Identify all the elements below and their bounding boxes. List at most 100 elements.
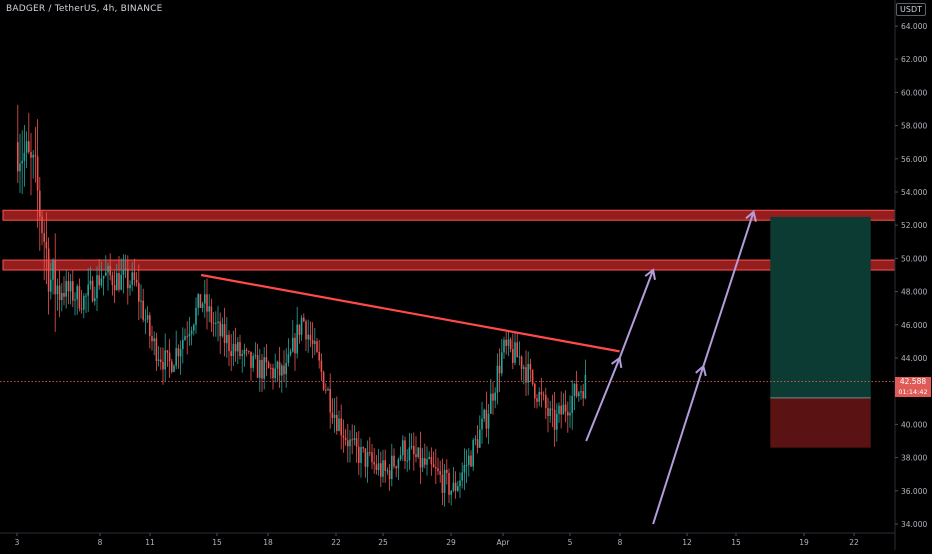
- candle-body: [373, 462, 375, 465]
- candle-body: [468, 455, 470, 465]
- candle-body: [162, 361, 164, 370]
- candle-body: [155, 338, 158, 361]
- time-tick-label: 5: [568, 538, 573, 547]
- candle-body: [556, 413, 558, 430]
- candle-body: [386, 470, 389, 472]
- candle-body: [448, 472, 450, 495]
- candle-body: [300, 317, 303, 335]
- candle-body: [523, 367, 525, 369]
- candle-body: [267, 362, 270, 368]
- candle-body: [102, 275, 105, 279]
- candle-body: [50, 279, 52, 292]
- time-tick-label: 8: [618, 538, 623, 547]
- candle-body: [116, 273, 118, 291]
- candle-body: [78, 286, 81, 309]
- candle-body: [245, 350, 248, 352]
- candle-body: [294, 337, 296, 354]
- candle-body: [34, 154, 37, 157]
- candle-body: [443, 469, 446, 493]
- candle-body: [305, 321, 307, 340]
- projection-arrow-shaft: [652, 365, 705, 525]
- candle-body: [336, 414, 338, 431]
- price-tick-label: 44.000: [901, 354, 927, 363]
- candle-body: [215, 323, 217, 325]
- candle-body: [311, 340, 314, 344]
- candle-body: [459, 480, 461, 487]
- candle-body: [204, 294, 206, 304]
- time-tick-label: 8: [98, 538, 103, 547]
- candle-body: [111, 275, 114, 286]
- price-tick-label: 64.000: [901, 22, 927, 31]
- candle-body: [382, 460, 384, 477]
- candle-body: [487, 413, 490, 429]
- candle-body: [309, 334, 312, 341]
- candle-body: [483, 409, 485, 419]
- price-tick-label: 38.000: [901, 454, 927, 463]
- candle-body: [131, 272, 133, 285]
- candle-body: [153, 338, 155, 342]
- candle-body: [65, 281, 67, 297]
- candle-body: [281, 365, 283, 376]
- candle-body: [83, 295, 85, 310]
- price-tick-label: 36.000: [901, 487, 927, 496]
- candle-body: [173, 365, 175, 372]
- candle-body: [380, 463, 382, 477]
- candle-body: [43, 233, 45, 242]
- candle-body: [410, 446, 413, 448]
- candle-body: [182, 339, 184, 350]
- candle-body: [171, 361, 173, 372]
- candle-body: [133, 272, 136, 280]
- candle-body: [265, 357, 268, 363]
- candle-body: [428, 456, 430, 460]
- candle-body: [179, 349, 182, 357]
- candle-body: [30, 151, 32, 158]
- candle-body: [358, 446, 360, 463]
- candle-body: [149, 315, 151, 337]
- candle-body: [571, 396, 573, 413]
- candle-body: [498, 365, 501, 374]
- candle-body: [426, 459, 428, 465]
- candle-body: [74, 299, 76, 301]
- candle-body: [560, 405, 562, 415]
- price-axis[interactable]: 64.000 62.000 60.000 58.000 56.000 54.000 52.0…: [895, 22, 927, 529]
- candle-body: [430, 456, 433, 465]
- candle-body: [435, 467, 437, 469]
- candle-body: [256, 355, 259, 378]
- candle-body: [232, 344, 235, 357]
- candle-body: [538, 391, 540, 402]
- candle-body: [151, 336, 153, 342]
- candle-body: [485, 409, 488, 429]
- candle-body: [549, 408, 551, 417]
- candle-body: [452, 482, 455, 491]
- candle-body: [122, 270, 125, 275]
- candle-body: [316, 341, 318, 352]
- candle-body: [254, 355, 257, 357]
- currency-label[interactable]: USDT: [896, 3, 926, 16]
- time-axis[interactable]: 3 8 11 15 18 22 25 29 Apr 5 8 12 15 19 22: [15, 533, 859, 547]
- candle-body: [52, 260, 54, 280]
- projection-arrow-head: [644, 268, 656, 281]
- candle-body: [32, 154, 34, 158]
- candle-body: [307, 334, 309, 340]
- candle-body: [164, 350, 166, 370]
- candle-body: [564, 404, 567, 412]
- candle-body: [241, 354, 243, 356]
- candle-body: [36, 156, 39, 191]
- candle-body: [221, 324, 224, 337]
- price-tick-label: 56.000: [901, 155, 927, 164]
- candle-body: [490, 393, 492, 414]
- candle-body: [80, 308, 83, 310]
- candle-body: [397, 459, 400, 469]
- candle-body: [501, 352, 503, 374]
- candle-body: [364, 448, 367, 467]
- bar-countdown: 01:14:42: [898, 388, 928, 396]
- candle-body: [512, 349, 514, 363]
- candle-body: [479, 429, 481, 448]
- time-tick-label: 25: [378, 538, 388, 547]
- candle-body: [518, 356, 521, 358]
- candle-body: [100, 278, 103, 286]
- candle-body: [219, 321, 221, 337]
- candle-body: [228, 334, 230, 352]
